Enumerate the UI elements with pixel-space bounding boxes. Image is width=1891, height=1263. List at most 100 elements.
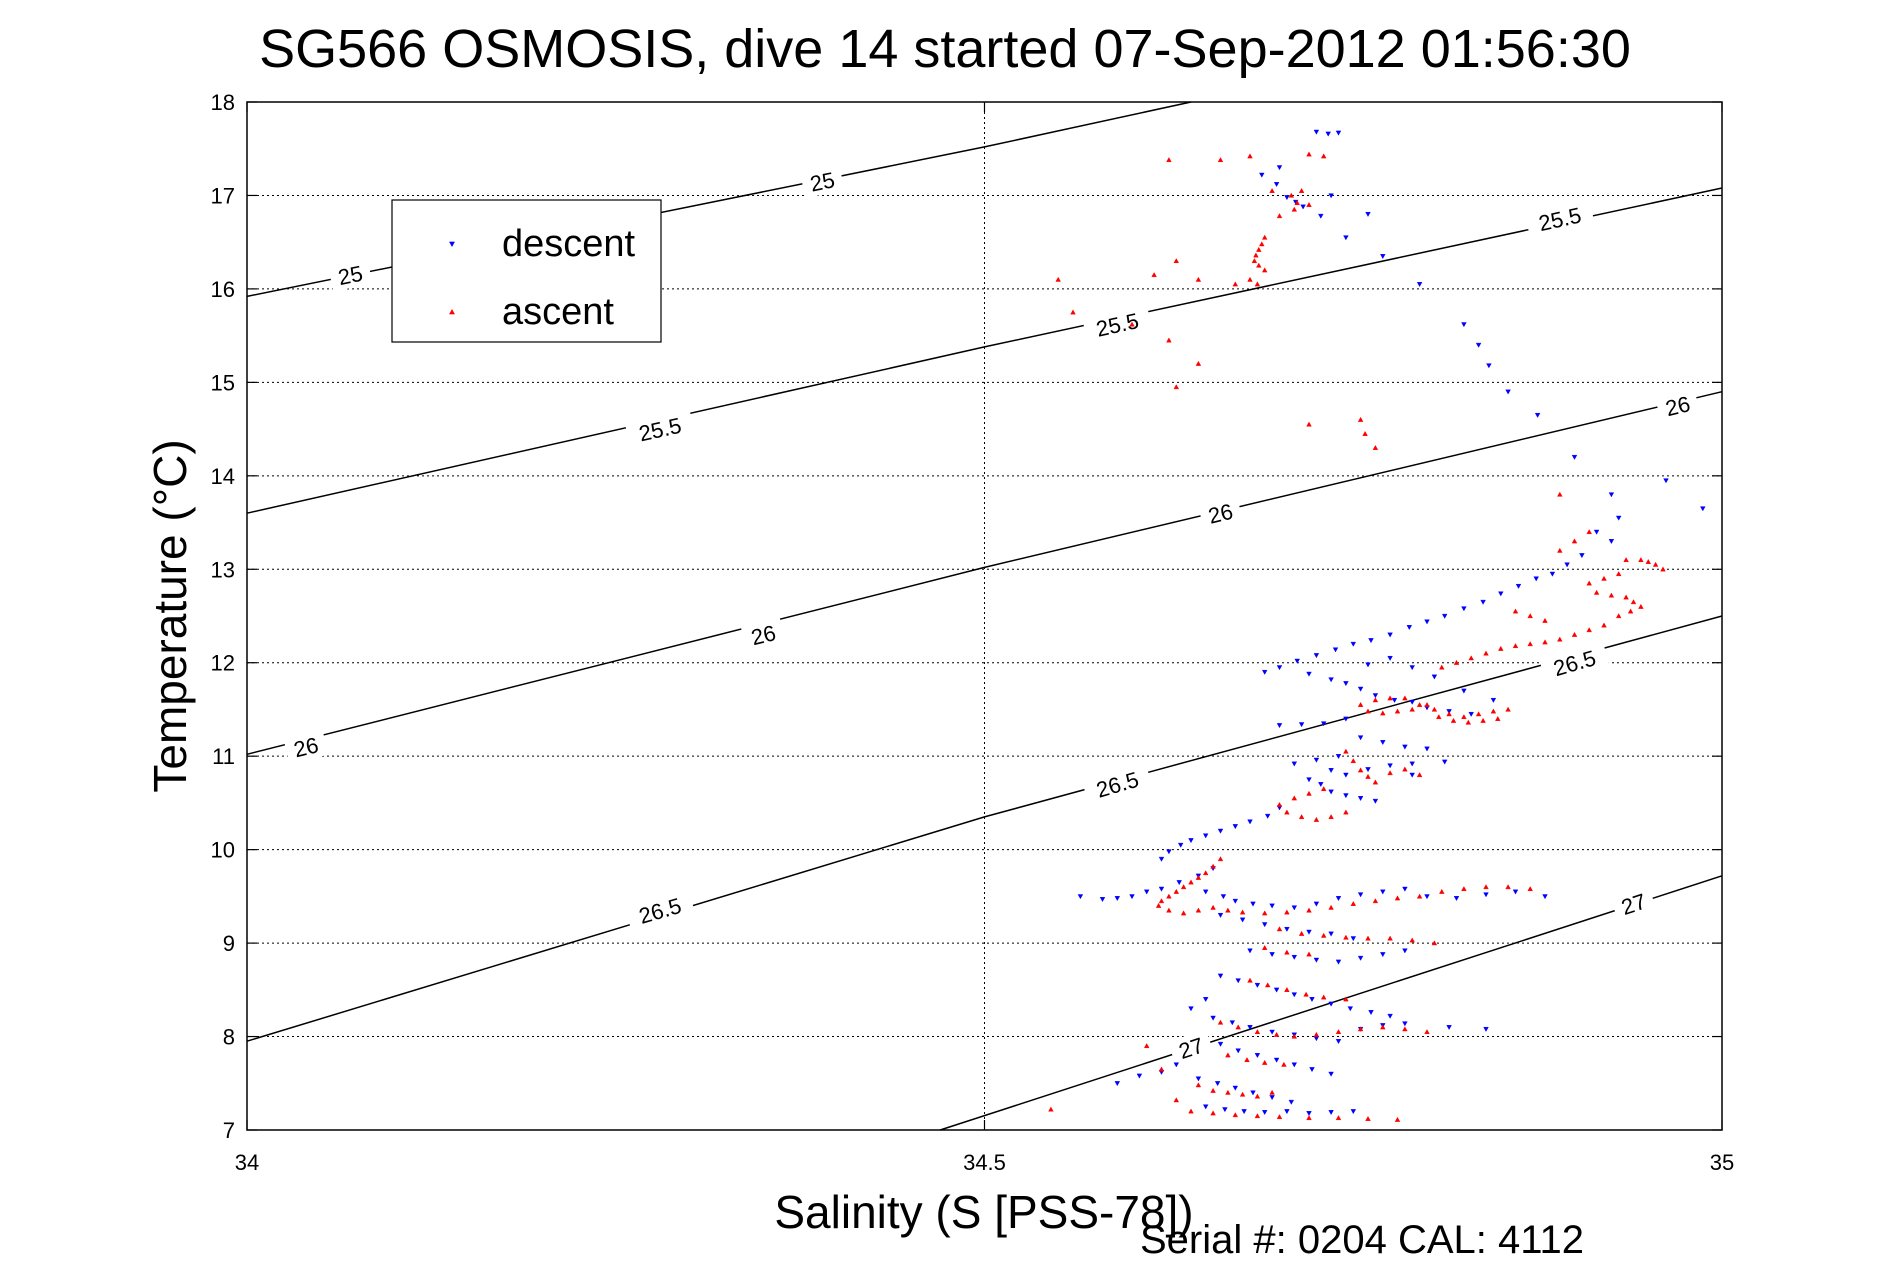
data-point-ascent bbox=[1158, 1066, 1165, 1072]
data-point-ascent bbox=[1439, 888, 1445, 894]
data-point-ascent bbox=[1158, 898, 1165, 904]
data-point-ascent bbox=[1328, 814, 1334, 820]
data-point-descent bbox=[1380, 254, 1386, 260]
data-point-ascent bbox=[1505, 884, 1511, 890]
data-point-ascent bbox=[1261, 910, 1268, 916]
data-point-descent bbox=[1332, 647, 1339, 653]
data-point-ascent bbox=[1180, 884, 1187, 890]
contour-label: 26 bbox=[1197, 495, 1244, 531]
contour-label-bg bbox=[1081, 762, 1153, 806]
data-point-descent bbox=[1441, 759, 1448, 765]
data-point-ascent bbox=[1527, 641, 1533, 647]
data-point-descent bbox=[1365, 662, 1371, 668]
data-point-ascent bbox=[1235, 1024, 1241, 1030]
data-point-descent bbox=[1202, 997, 1209, 1003]
contour-label-bg bbox=[624, 409, 696, 449]
data-point-descent bbox=[1217, 912, 1224, 918]
data-point-ascent bbox=[1261, 1059, 1268, 1065]
data-point-descent bbox=[1276, 723, 1283, 729]
legend: descent ascent bbox=[391, 199, 662, 343]
data-point-descent bbox=[1357, 892, 1364, 898]
data-point-descent bbox=[1608, 539, 1615, 545]
data-point-descent bbox=[1446, 1025, 1452, 1031]
data-point-ascent bbox=[1291, 1033, 1298, 1039]
data-point-descent bbox=[1269, 903, 1275, 909]
legend-box bbox=[391, 199, 662, 343]
contour-25: 25 25 bbox=[246, 101, 1192, 298]
contour-label-bg bbox=[624, 888, 696, 933]
data-point-descent bbox=[1357, 955, 1364, 961]
contour-label-bg bbox=[1167, 1029, 1215, 1067]
data-point-ascent bbox=[1495, 715, 1501, 721]
data-point-ascent bbox=[1571, 538, 1578, 544]
data-point-ascent bbox=[1284, 949, 1290, 955]
data-point-descent bbox=[1261, 922, 1268, 928]
data-point-descent bbox=[1254, 1053, 1261, 1059]
data-point-ascent bbox=[1254, 1093, 1261, 1099]
data-point-descent bbox=[1328, 1110, 1334, 1116]
contour-label-bg bbox=[283, 729, 329, 765]
data-point-ascent bbox=[1129, 321, 1135, 327]
contour-26: 26 26 26 26 bbox=[246, 388, 1723, 765]
data-point-descent bbox=[1195, 1076, 1202, 1082]
data-point-descent bbox=[1269, 1095, 1275, 1101]
data-point-ascent bbox=[1284, 809, 1290, 815]
data-point-ascent bbox=[1225, 1089, 1231, 1095]
data-point-descent bbox=[1158, 886, 1165, 892]
data-point-ascent bbox=[1439, 664, 1445, 670]
data-point-descent bbox=[1284, 926, 1290, 932]
data-point-descent bbox=[1269, 952, 1275, 958]
contour-label-bg bbox=[328, 258, 373, 292]
data-point-ascent bbox=[1615, 613, 1622, 619]
data-point-descent bbox=[1177, 842, 1184, 848]
data-point-ascent bbox=[1480, 717, 1486, 723]
data-point-ascent bbox=[1357, 767, 1364, 773]
data-point-ascent bbox=[1232, 281, 1239, 287]
data-point-ascent bbox=[1335, 1115, 1342, 1121]
legend-marker-ascent bbox=[449, 308, 455, 315]
data-point-ascent bbox=[1155, 902, 1162, 908]
y-tick-label: 11 bbox=[212, 744, 235, 769]
data-point-ascent bbox=[1372, 697, 1379, 703]
data-point-descent bbox=[1328, 677, 1334, 683]
data-point-ascent bbox=[1601, 622, 1607, 628]
data-point-descent bbox=[1202, 889, 1209, 895]
data-point-descent bbox=[1259, 172, 1265, 178]
data-point-ascent bbox=[1450, 717, 1457, 723]
data-point-ascent bbox=[1461, 886, 1467, 892]
data-point-ascent bbox=[1416, 701, 1423, 707]
data-point-ascent bbox=[1461, 714, 1467, 720]
data-point-ascent bbox=[1261, 267, 1268, 273]
data-point-ascent bbox=[1048, 1106, 1054, 1112]
data-point-descent bbox=[1313, 957, 1320, 963]
data-point-ascent bbox=[1542, 617, 1548, 623]
data-point-ascent bbox=[1557, 547, 1563, 553]
data-point-ascent bbox=[1593, 589, 1600, 595]
data-point-descent bbox=[1136, 1073, 1143, 1079]
data-point-descent bbox=[1309, 997, 1315, 1003]
data-point-descent bbox=[1261, 669, 1268, 675]
data-point-ascent bbox=[1251, 258, 1258, 264]
data-point-ascent bbox=[1239, 1091, 1246, 1097]
data-point-ascent bbox=[1217, 157, 1224, 163]
data-point-ascent bbox=[1512, 643, 1519, 649]
data-point-ascent bbox=[1601, 575, 1607, 581]
data-point-descent bbox=[1202, 1104, 1209, 1110]
data-point-ascent bbox=[1402, 1026, 1408, 1032]
data-point-ascent bbox=[1483, 650, 1489, 656]
y-tick-label: 17 bbox=[211, 183, 235, 208]
data-point-descent bbox=[1335, 959, 1342, 965]
data-point-descent bbox=[1313, 653, 1320, 659]
data-point-descent bbox=[1328, 1071, 1334, 1077]
contour-label-text: 25 bbox=[808, 167, 837, 196]
data-point-descent bbox=[1515, 583, 1522, 589]
data-point-descent bbox=[1210, 1015, 1216, 1021]
contour-label: 25 bbox=[800, 164, 845, 199]
data-point-descent bbox=[1273, 987, 1280, 993]
data-point-ascent bbox=[1394, 708, 1401, 714]
y-tick-label: 14 bbox=[211, 464, 235, 489]
series-descent bbox=[1077, 129, 1706, 1117]
data-point-descent bbox=[1232, 898, 1239, 904]
data-point-ascent bbox=[1357, 701, 1364, 707]
y-tick-label: 15 bbox=[211, 370, 235, 395]
